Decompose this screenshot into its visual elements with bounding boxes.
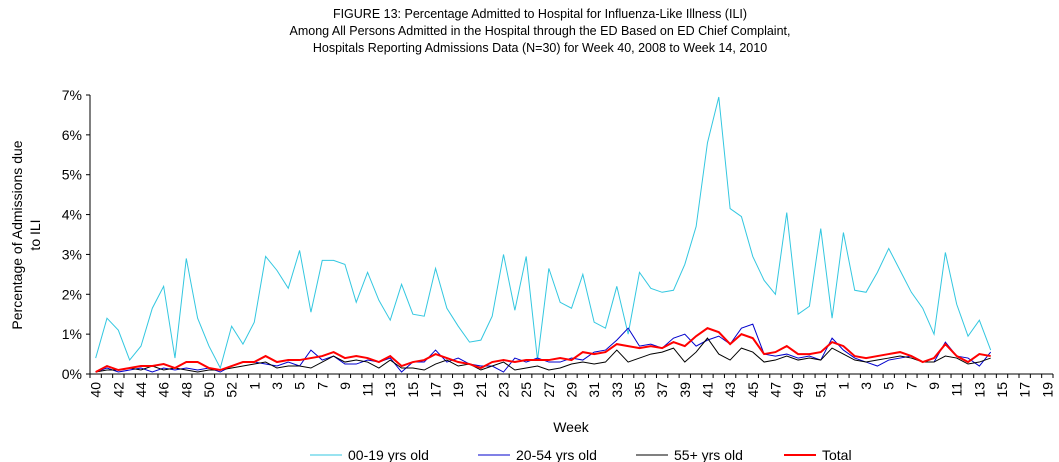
x-tick-label: 17 <box>1017 382 1033 398</box>
x-tick-label: 33 <box>609 382 625 398</box>
x-tick-label: 13 <box>971 382 987 398</box>
y-axis-label: Percentage of Admissions due <box>9 140 25 329</box>
x-tick-label: 3 <box>269 382 285 390</box>
y-tick-label: 2% <box>62 286 82 302</box>
x-tick-label: 41 <box>699 382 715 398</box>
y-tick-label: 3% <box>62 246 82 262</box>
x-tick-label: 11 <box>360 382 376 397</box>
x-tick-label: 15 <box>994 382 1010 398</box>
x-tick-label: 21 <box>473 382 489 398</box>
x-tick-label: 3 <box>858 382 874 390</box>
x-tick-label: 13 <box>382 382 398 398</box>
y-tick-label: 5% <box>62 167 82 183</box>
series-line <box>95 96 992 370</box>
x-tick-label: 43 <box>722 382 738 398</box>
y-tick-label: 1% <box>62 326 82 342</box>
x-tick-label: 50 <box>201 382 217 398</box>
x-tick-label: 44 <box>133 382 149 398</box>
x-tick-label: 19 <box>1039 382 1055 398</box>
x-tick-label: 11 <box>949 382 965 397</box>
series-line <box>95 337 991 373</box>
chart-title: Among All Persons Admitted in the Hospit… <box>290 24 791 38</box>
x-tick-label: 40 <box>88 382 104 398</box>
x-tick-label: 17 <box>428 382 444 398</box>
x-tick-label: 35 <box>631 382 647 398</box>
x-tick-label: 52 <box>224 382 240 398</box>
x-tick-label: 37 <box>654 382 670 398</box>
y-tick-label: 7% <box>62 87 82 103</box>
legend-label: 20-54 yrs old <box>516 447 597 462</box>
y-tick-label: 6% <box>62 127 82 143</box>
legend-label: 00-19 yrs old <box>348 447 429 462</box>
x-tick-label: 23 <box>496 382 512 398</box>
series-line <box>95 327 991 373</box>
legend-label: 55+ yrs old <box>674 447 743 462</box>
x-tick-label: 27 <box>541 382 557 398</box>
x-axis-label: Week <box>553 419 590 435</box>
x-tick-label: 9 <box>926 382 942 390</box>
x-tick-label: 15 <box>405 382 421 398</box>
x-tick-label: 45 <box>745 382 761 398</box>
y-tick-label: 4% <box>62 207 82 223</box>
x-tick-label: 25 <box>518 382 534 398</box>
x-tick-label: 48 <box>178 382 194 398</box>
legend-label: Total <box>822 447 852 462</box>
x-tick-label: 5 <box>292 382 308 390</box>
x-tick-label: 19 <box>450 382 466 398</box>
x-tick-label: 7 <box>903 382 919 390</box>
x-tick-label: 1 <box>246 382 262 390</box>
x-tick-label: 1 <box>835 382 851 390</box>
x-tick-label: 42 <box>110 382 126 398</box>
x-tick-label: 39 <box>677 382 693 398</box>
chart-title: FIGURE 13: Percentage Admitted to Hospit… <box>333 7 747 21</box>
chart-title: Hospitals Reporting Admissions Data (N=3… <box>313 41 767 55</box>
x-tick-label: 5 <box>881 382 897 390</box>
x-tick-label: 47 <box>767 382 783 398</box>
x-tick-label: 31 <box>586 382 602 398</box>
x-tick-label: 46 <box>156 382 172 398</box>
y-axis-label: to ILI <box>27 219 43 250</box>
x-tick-label: 7 <box>314 382 330 390</box>
x-tick-label: 9 <box>337 382 353 390</box>
y-tick-label: 0% <box>62 366 82 382</box>
x-tick-label: 29 <box>564 382 580 398</box>
x-tick-label: 49 <box>790 382 806 398</box>
x-tick-label: 51 <box>813 382 829 398</box>
